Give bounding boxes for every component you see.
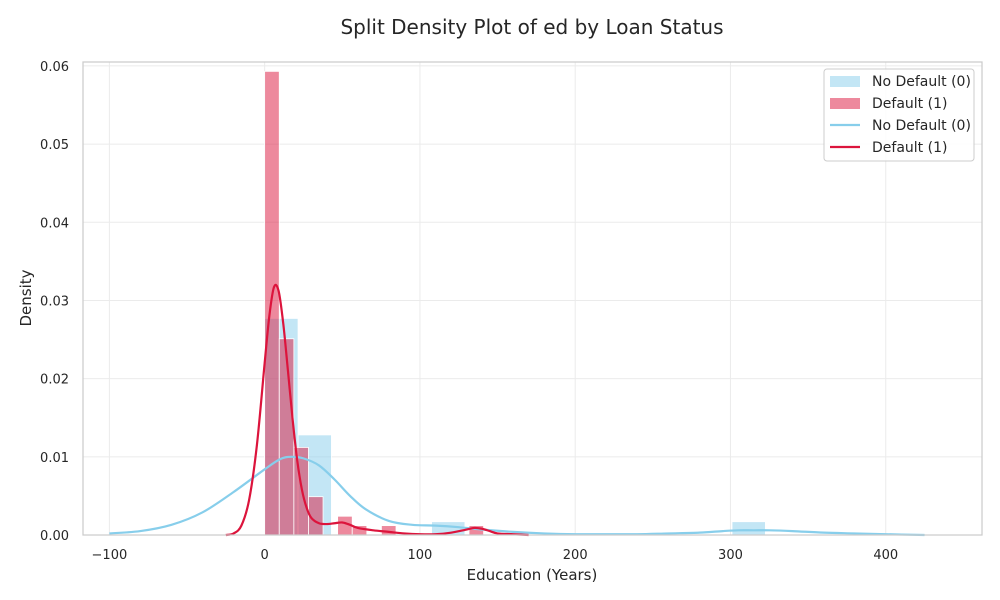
legend-swatch-no-default-hist xyxy=(830,76,860,87)
bar-no-default-0-3 xyxy=(731,521,766,536)
legend: No Default (0) Default (1) No Default (0… xyxy=(823,68,975,162)
bar-default-1-1 xyxy=(278,338,295,536)
legend-label-no-default-hist: No Default (0) xyxy=(872,74,971,90)
x-axis-label: Education (Years) xyxy=(467,566,598,584)
y-tick-label-6: 0.06 xyxy=(40,60,69,75)
x-tick-label-4: 300 xyxy=(718,548,743,563)
y-axis-label: Density xyxy=(17,269,35,326)
y-tick-label-5: 0.05 xyxy=(40,138,69,153)
y-tick-label-0: 0.00 xyxy=(40,529,69,544)
x-axis-ticks: −100 0 100 200 300 400 xyxy=(92,548,899,563)
y-tick-label-2: 0.02 xyxy=(40,373,69,388)
kde-curves xyxy=(109,283,925,537)
y-tick-label-3: 0.03 xyxy=(40,294,69,309)
legend-swatch-default-hist xyxy=(830,98,860,109)
legend-label-default-kde: Default (1) xyxy=(872,140,947,156)
y-tick-label-4: 0.04 xyxy=(40,216,69,231)
legend-label-no-default-kde: No Default (0) xyxy=(872,118,971,134)
x-tick-label-2: 100 xyxy=(408,548,433,563)
y-axis-ticks: 0.00 0.01 0.02 0.03 0.04 0.05 0.06 xyxy=(40,60,69,544)
y-tick-label-1: 0.01 xyxy=(40,451,69,466)
legend-box xyxy=(823,68,975,162)
x-tick-label-3: 200 xyxy=(563,548,588,563)
x-tick-label-0: −100 xyxy=(92,548,128,563)
legend-label-default-hist: Default (1) xyxy=(872,96,947,112)
kde-line-default-1 xyxy=(225,283,529,537)
plot-frame xyxy=(82,61,983,536)
x-tick-label-5: 400 xyxy=(873,548,898,563)
chart-title: Split Density Plot of ed by Loan Status xyxy=(340,15,723,39)
histogram-bars xyxy=(264,70,766,536)
x-tick-label-1: 0 xyxy=(261,548,269,563)
